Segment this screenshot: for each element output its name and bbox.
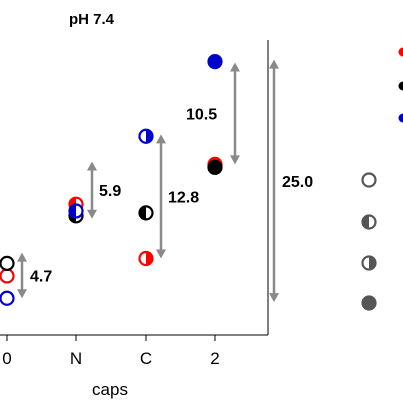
annotation-2: 12.8	[156, 134, 199, 259]
x-tick-label-3: 2	[210, 349, 219, 368]
legend-marker-fill-right	[369, 256, 376, 270]
point-s2-0	[0, 290, 15, 306]
legend	[361, 47, 403, 311]
data-points	[0, 53, 223, 306]
point-fill-s1-C	[139, 206, 146, 220]
x-tick-label-0: 0	[2, 349, 11, 368]
point-s2-2	[207, 53, 223, 70]
legend-swatch-2	[398, 113, 403, 123]
annotation-label-2: 12.8	[168, 189, 199, 206]
point-s1-2	[207, 159, 223, 175]
legend-swatch-1	[398, 81, 403, 91]
x-tick-label-1: N	[70, 349, 82, 368]
legend-swatch-0	[398, 47, 403, 57]
point-s0-0	[0, 268, 15, 284]
annotation-label-4: 25.0	[282, 174, 313, 191]
annotation-3: 10.5	[186, 62, 240, 165]
point-fill-s0-C	[146, 252, 153, 265]
annotation-label-3: 10.5	[186, 106, 217, 123]
point-fill-s2-C	[146, 129, 153, 143]
difference-annotations: 4.7 5.9 12.8 10.5 25.0	[17, 59, 313, 303]
annotation-label-1: 5.9	[99, 183, 121, 200]
legend-marker-filled	[361, 295, 377, 311]
x-axis-label: caps	[92, 380, 128, 399]
annotation-1: 5.9	[87, 161, 121, 219]
annotation-0: 4.7	[17, 252, 52, 299]
annotation-label-0: 4.7	[30, 268, 52, 285]
point-fill-s2-N	[69, 204, 76, 218]
legend-marker-open	[361, 172, 377, 188]
point-s1-0	[0, 255, 15, 271]
legend-marker-fill-left	[362, 215, 369, 229]
x-tick-label-2: C	[140, 349, 152, 368]
x-ticks: 0 N C 2	[2, 335, 220, 368]
annotation-4: 25.0	[269, 59, 313, 303]
chart-title: pH 7.4	[69, 11, 115, 28]
